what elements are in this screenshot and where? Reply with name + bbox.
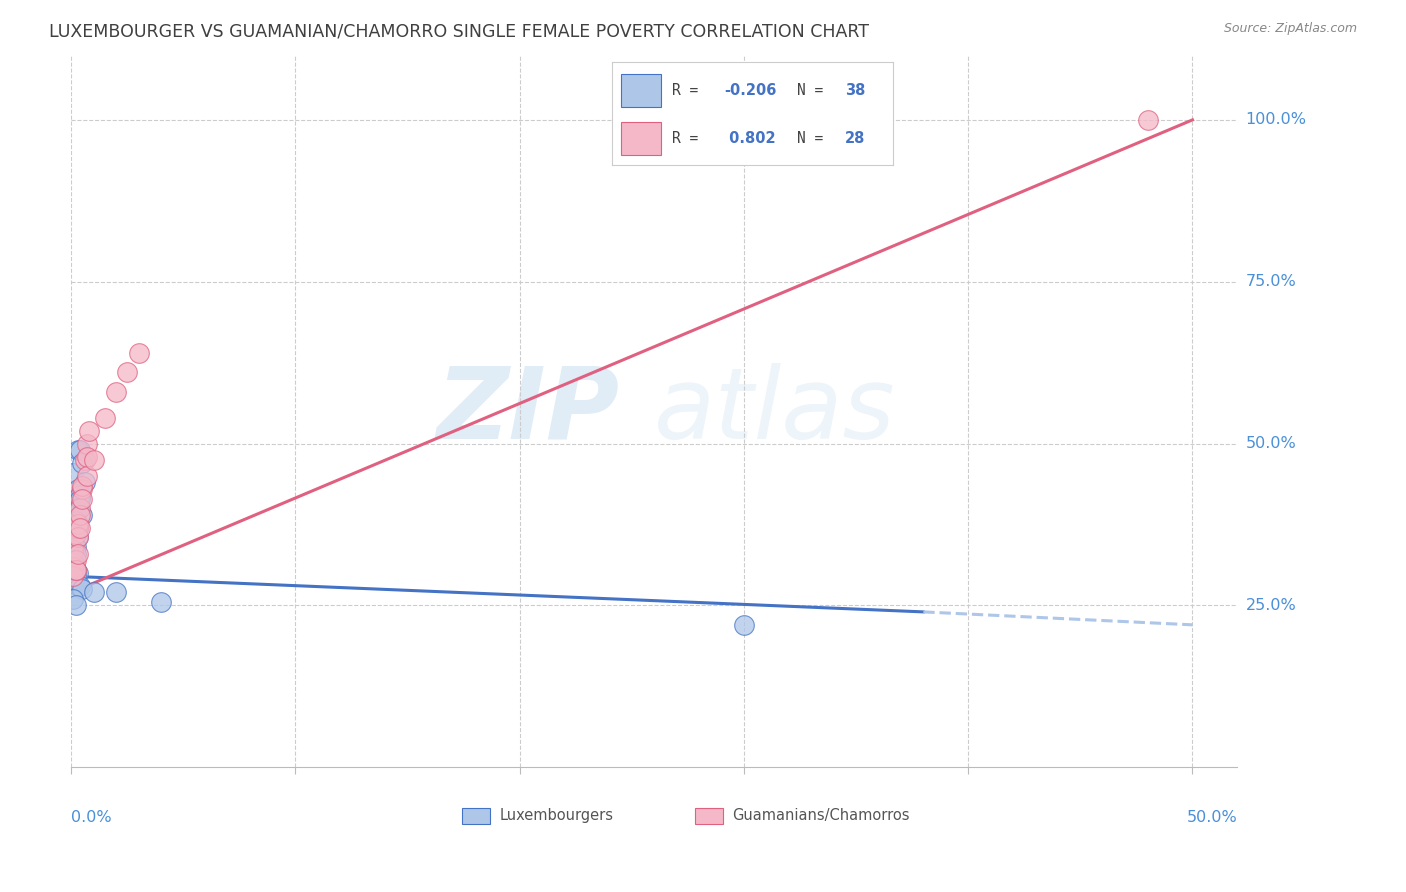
Point — [65, 527, 87, 541]
Text: -0.206: -0.206 — [724, 83, 776, 97]
Point — [65, 569, 87, 583]
Point — [62, 569, 84, 583]
Text: 50.0%: 50.0% — [1246, 436, 1296, 451]
Text: R =: R = — [672, 83, 707, 97]
Text: 100.0%: 100.0% — [1246, 112, 1306, 128]
Point — [69, 521, 91, 535]
Point — [733, 617, 755, 632]
Point — [65, 563, 87, 577]
Point — [66, 521, 89, 535]
Text: 0.802: 0.802 — [724, 131, 776, 146]
Point — [62, 537, 84, 551]
Point — [105, 384, 128, 399]
Point — [66, 547, 89, 561]
Point — [65, 527, 87, 541]
Point — [66, 579, 89, 593]
Point — [77, 424, 100, 438]
Text: 25.0%: 25.0% — [1246, 598, 1296, 613]
Bar — [621, 122, 661, 155]
Point — [65, 514, 87, 528]
Point — [66, 521, 89, 535]
Point — [73, 475, 96, 490]
Point — [83, 452, 105, 467]
Text: 75.0%: 75.0% — [1246, 274, 1296, 289]
Text: atlas: atlas — [654, 363, 896, 459]
Point — [128, 346, 150, 360]
Text: N =: N = — [797, 131, 832, 146]
Point — [66, 531, 89, 545]
Point — [72, 508, 94, 522]
Point — [66, 531, 89, 545]
Text: Source: ZipAtlas.com: Source: ZipAtlas.com — [1223, 22, 1357, 36]
Point — [62, 559, 84, 574]
Text: 0.0%: 0.0% — [72, 810, 112, 825]
Point — [65, 540, 87, 554]
Point — [94, 410, 117, 425]
Point — [72, 478, 94, 492]
Text: R =: R = — [672, 131, 707, 146]
Point — [69, 579, 91, 593]
Point — [62, 498, 84, 512]
Text: 38: 38 — [845, 83, 865, 97]
Point — [72, 456, 94, 470]
Point — [65, 553, 87, 567]
Point — [105, 585, 128, 599]
Point — [1136, 112, 1159, 127]
Point — [65, 504, 87, 518]
Y-axis label: Single Female Poverty: Single Female Poverty — [0, 326, 7, 496]
Point — [69, 491, 91, 506]
Point — [62, 591, 84, 606]
Text: Luxembourgers: Luxembourgers — [499, 808, 613, 823]
Text: ZIP: ZIP — [436, 363, 619, 459]
Point — [62, 466, 84, 480]
Text: 50.0%: 50.0% — [1187, 810, 1237, 825]
Point — [66, 517, 89, 532]
Point — [66, 443, 89, 458]
Bar — [621, 74, 661, 106]
Point — [65, 547, 87, 561]
Point — [149, 595, 172, 609]
Point — [66, 482, 89, 496]
Point — [65, 563, 87, 577]
Text: N =: N = — [797, 83, 832, 97]
Point — [72, 582, 94, 597]
Point — [66, 566, 89, 580]
Point — [69, 508, 91, 522]
Point — [62, 575, 84, 590]
Point — [65, 563, 87, 577]
Point — [117, 365, 139, 379]
Point — [69, 488, 91, 502]
Point — [66, 501, 89, 516]
Point — [69, 443, 91, 458]
Point — [62, 543, 84, 558]
Point — [83, 585, 105, 599]
Point — [62, 559, 84, 574]
Point — [76, 469, 98, 483]
Text: Guamanians/Chamorros: Guamanians/Chamorros — [733, 808, 910, 823]
Point — [69, 501, 91, 516]
Point — [62, 547, 84, 561]
Bar — [695, 808, 723, 823]
Point — [76, 450, 98, 464]
Bar — [463, 808, 489, 823]
Text: 28: 28 — [845, 131, 865, 146]
Point — [72, 482, 94, 496]
Point — [76, 436, 98, 450]
Point — [62, 527, 84, 541]
Point — [72, 491, 94, 506]
Point — [62, 553, 84, 567]
Text: LUXEMBOURGER VS GUAMANIAN/CHAMORRO SINGLE FEMALE POVERTY CORRELATION CHART: LUXEMBOURGER VS GUAMANIAN/CHAMORRO SINGL… — [49, 22, 869, 40]
Point — [62, 557, 84, 571]
Point — [65, 563, 87, 577]
Point — [65, 599, 87, 613]
Point — [73, 452, 96, 467]
